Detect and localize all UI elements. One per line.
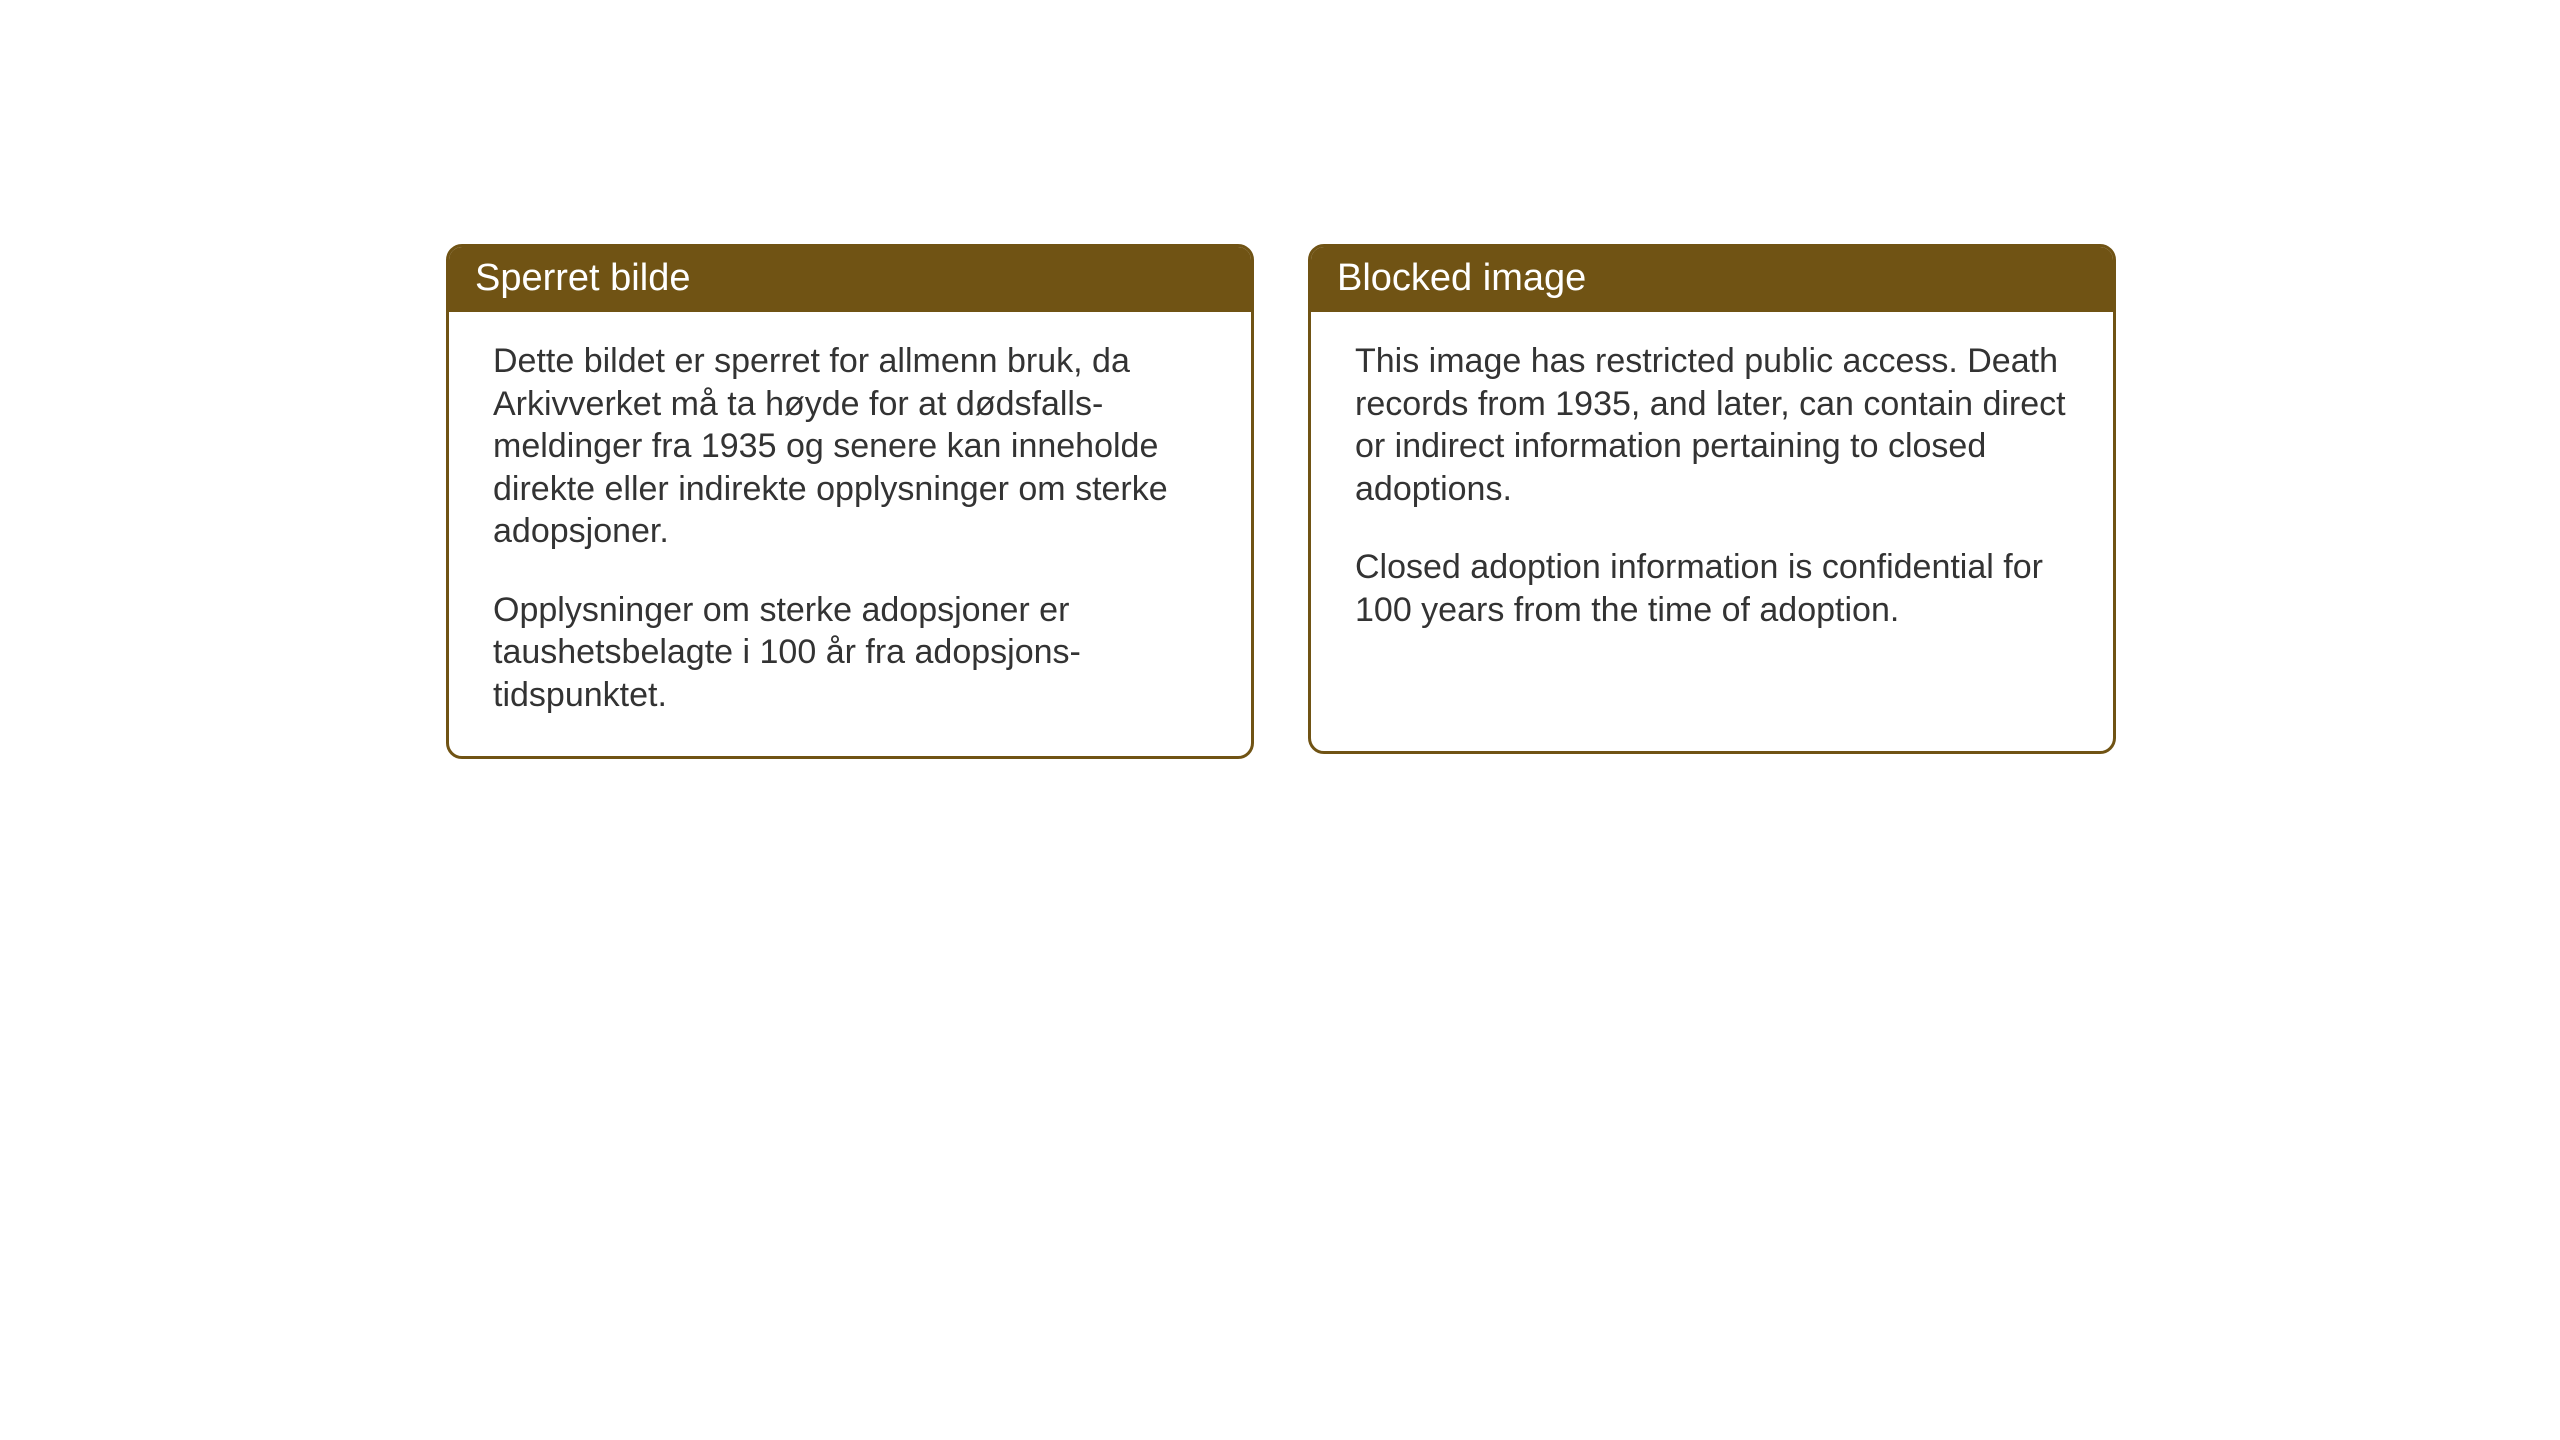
panel-norwegian-para1: Dette bildet er sperret for allmenn bruk… bbox=[493, 340, 1211, 553]
panels-container: Sperret bilde Dette bildet er sperret fo… bbox=[446, 244, 2116, 759]
panel-english-para1: This image has restricted public access.… bbox=[1355, 340, 2073, 510]
panel-english-title: Blocked image bbox=[1311, 247, 2113, 312]
panel-norwegian-para2: Opplysninger om sterke adopsjoner er tau… bbox=[493, 589, 1211, 717]
panel-english-para2: Closed adoption information is confident… bbox=[1355, 546, 2073, 631]
panel-english: Blocked image This image has restricted … bbox=[1308, 244, 2116, 754]
panel-norwegian-title: Sperret bilde bbox=[449, 247, 1251, 312]
panel-norwegian-body: Dette bildet er sperret for allmenn bruk… bbox=[449, 312, 1251, 756]
panel-english-body: This image has restricted public access.… bbox=[1311, 312, 2113, 671]
panel-norwegian: Sperret bilde Dette bildet er sperret fo… bbox=[446, 244, 1254, 759]
